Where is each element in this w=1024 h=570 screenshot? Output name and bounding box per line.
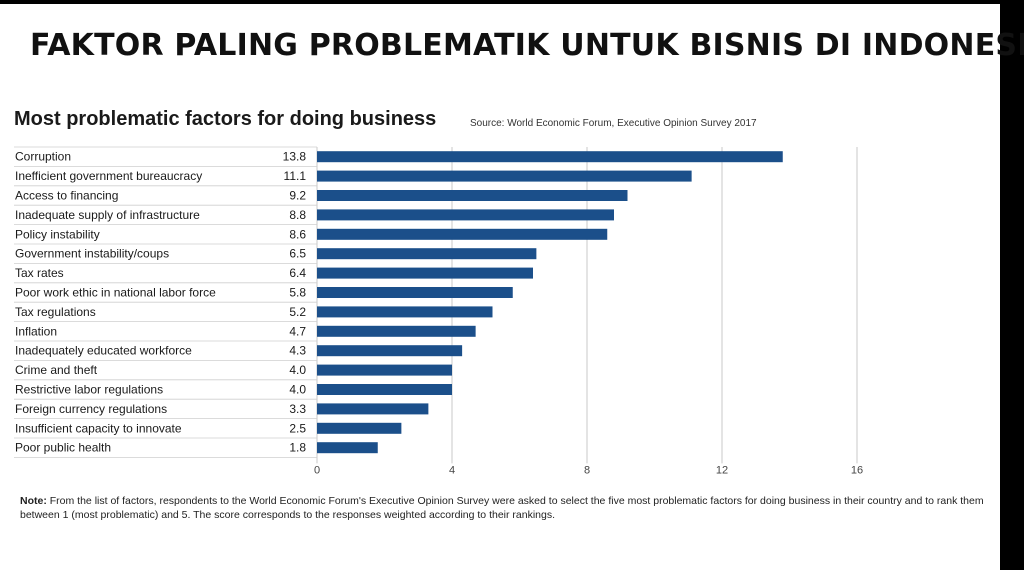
bar bbox=[317, 364, 452, 376]
category-label: Insufficient capacity to innovate bbox=[15, 421, 182, 435]
chart-source: Source: World Economic Forum, Executive … bbox=[470, 118, 757, 129]
note-text: From the list of factors, respondents to… bbox=[20, 495, 984, 521]
value-label: 5.8 bbox=[289, 286, 306, 300]
chart-note: Note: From the list of factors, responde… bbox=[20, 494, 985, 522]
x-tick-label: 16 bbox=[851, 464, 863, 476]
bar bbox=[317, 384, 452, 395]
value-label: 1.8 bbox=[289, 441, 306, 455]
value-label: 4.0 bbox=[289, 383, 306, 397]
value-label: 8.8 bbox=[289, 208, 306, 222]
category-label: Poor work ethic in national labor force bbox=[15, 286, 216, 300]
bar bbox=[317, 287, 513, 298]
value-label: 2.5 bbox=[289, 421, 306, 435]
slide-title: FAKTOR PALING PROBLEMATIK UNTUK BISNIS D… bbox=[30, 28, 1024, 63]
category-label: Foreign currency regulations bbox=[15, 402, 167, 416]
bar bbox=[317, 442, 378, 454]
value-label: 4.7 bbox=[289, 324, 306, 338]
category-label: Government instability/coups bbox=[15, 247, 169, 261]
category-label: Inadequately educated workforce bbox=[15, 344, 192, 358]
bar-chart: Corruption 13.8 Inefficient government bur… bbox=[14, 146, 863, 476]
value-label: 11.1 bbox=[284, 169, 307, 183]
value-label: 6.5 bbox=[289, 247, 306, 261]
value-label: 4.0 bbox=[289, 363, 306, 377]
bar bbox=[317, 248, 537, 260]
category-label: Crime and theft bbox=[15, 363, 98, 377]
x-tick-label: 12 bbox=[716, 464, 728, 476]
x-tick-label: 4 bbox=[449, 464, 455, 476]
category-label: Access to financing bbox=[15, 189, 118, 203]
note-label: Note: bbox=[20, 495, 47, 507]
category-label: Poor public health bbox=[15, 441, 111, 455]
bar bbox=[317, 403, 429, 415]
bar bbox=[317, 325, 476, 337]
bar bbox=[317, 422, 402, 434]
category-label: Inefficient government bureaucracy bbox=[15, 169, 202, 183]
category-label: Corruption bbox=[15, 150, 71, 164]
value-label: 5.2 bbox=[289, 305, 306, 319]
bar bbox=[317, 151, 783, 163]
category-label: Policy instability bbox=[15, 227, 100, 241]
category-label: Restrictive labor regulations bbox=[15, 383, 163, 397]
bar bbox=[317, 306, 493, 318]
value-label: 4.3 bbox=[289, 344, 306, 358]
bar bbox=[317, 209, 614, 221]
bar bbox=[317, 228, 608, 240]
bar bbox=[317, 190, 628, 201]
category-label: Inflation bbox=[15, 324, 57, 338]
bar bbox=[317, 170, 692, 182]
category-label: Inadequate supply of infrastructure bbox=[15, 208, 200, 222]
bar bbox=[317, 345, 463, 357]
value-label: 3.3 bbox=[289, 402, 306, 416]
value-label: 6.4 bbox=[289, 266, 306, 280]
category-label: Tax rates bbox=[15, 266, 64, 280]
value-label: 8.6 bbox=[289, 227, 306, 241]
value-label: 13.8 bbox=[283, 150, 307, 164]
chart-title: Most problematic factors for doing busin… bbox=[14, 108, 437, 130]
x-tick-label: 8 bbox=[584, 464, 590, 476]
category-label: Tax regulations bbox=[15, 305, 96, 319]
bar bbox=[317, 267, 533, 279]
value-label: 9.2 bbox=[289, 189, 306, 203]
x-tick-label: 0 bbox=[314, 464, 320, 476]
slide: FAKTOR PALING PROBLEMATIK UNTUK BISNIS D… bbox=[0, 4, 1024, 570]
